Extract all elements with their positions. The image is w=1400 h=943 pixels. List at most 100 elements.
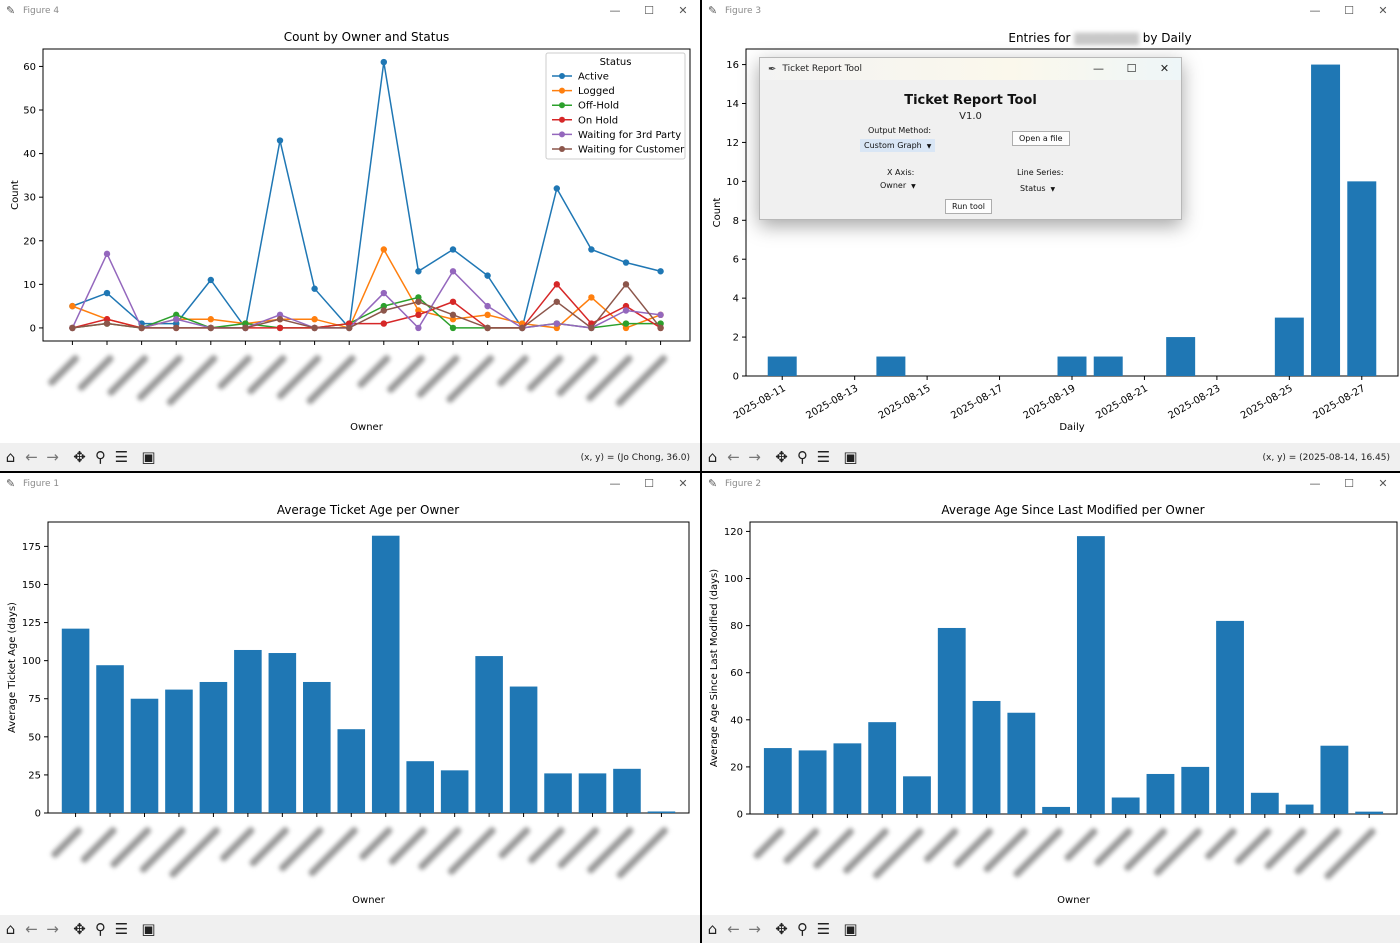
- minimize-button[interactable]: —: [1309, 477, 1321, 490]
- dialog-titlebar[interactable]: ✒ Ticket Report Tool — ☐ ✕: [760, 58, 1181, 80]
- minimize-button[interactable]: —: [1093, 62, 1104, 75]
- blurred-owner-label: [983, 828, 1028, 873]
- y-axis-label: Count: [712, 198, 723, 228]
- maximize-button[interactable]: ☐: [1126, 62, 1137, 75]
- line-chart[interactable]: Count by Owner and Status 0 10 20 30 40 50 60 Ow…: [0, 22, 700, 442]
- forward-arrow-icon[interactable]: →: [46, 920, 59, 938]
- figure-2-window: ✎ Figure 2 — ☐ ✕ Average Age Since Last …: [702, 473, 1400, 943]
- home-icon[interactable]: ⌂: [5, 448, 16, 466]
- zoom-icon[interactable]: ⚲: [95, 448, 106, 466]
- chart-title: Average Age Since Last Modified per Owne…: [941, 503, 1204, 517]
- data-point: [622, 281, 630, 288]
- legend-entry: Logged: [578, 86, 615, 97]
- navigation-toolbar: ⌂ ← → ✥ ⚲ ☰ ▣: [702, 915, 1400, 943]
- bar-chart[interactable]: Average Age Since Last Modified per Owne…: [702, 495, 1400, 915]
- blurred-owner-label: [1154, 828, 1202, 876]
- zoom-icon[interactable]: ⚲: [95, 920, 106, 938]
- chevron-down-icon: ▼: [1050, 186, 1056, 193]
- legend-title: Status: [600, 57, 632, 68]
- minimize-button[interactable]: —: [609, 4, 621, 17]
- series-line: [71, 252, 661, 330]
- chart-title: Average Ticket Age per Owner: [277, 503, 459, 517]
- run-tool-button[interactable]: Run tool: [945, 199, 993, 214]
- minimize-button[interactable]: —: [609, 477, 621, 490]
- bar: [1007, 712, 1036, 814]
- open-file-button[interactable]: Open a file: [1012, 131, 1070, 146]
- maximize-button[interactable]: ☐: [644, 477, 654, 490]
- forward-arrow-icon[interactable]: →: [748, 448, 761, 466]
- pan-icon[interactable]: ✥: [73, 920, 86, 938]
- figure-1-titlebar[interactable]: ✎ Figure 1 — ☐ ✕: [0, 473, 700, 495]
- save-icon[interactable]: ▣: [843, 920, 858, 938]
- bar: [1250, 792, 1279, 814]
- plot-canvas[interactable]: Entries for ▇▇▇▇▇▇▇ by Daily 0 2 4 6 8 10 12 14 1…: [702, 22, 1400, 442]
- home-icon[interactable]: ⌂: [707, 448, 718, 466]
- plot-canvas[interactable]: Count by Owner and Status 0 10 20 30 40 50 60 Ow…: [0, 22, 700, 442]
- forward-arrow-icon[interactable]: →: [748, 920, 761, 938]
- figure-3-titlebar[interactable]: ✎ Figure 3 — ☐ ✕: [702, 0, 1400, 22]
- blurred-owner-label: [447, 827, 496, 875]
- zoom-icon[interactable]: ⚲: [797, 448, 808, 466]
- close-button[interactable]: ✕: [678, 477, 688, 490]
- output-method-dropdown[interactable]: Custom Graph ▼: [860, 139, 936, 152]
- pan-icon[interactable]: ✥: [775, 448, 788, 466]
- blurred-owner-label: [587, 827, 634, 874]
- configure-icon[interactable]: ☰: [114, 920, 129, 938]
- home-icon[interactable]: ⌂: [707, 920, 718, 938]
- plot-canvas[interactable]: Average Age Since Last Modified per Owne…: [702, 495, 1400, 915]
- x-tick-label: 2025-08-27: [1311, 383, 1367, 422]
- close-button[interactable]: ✕: [1378, 477, 1388, 490]
- matplotlib-icon: ✎: [6, 4, 16, 17]
- forward-arrow-icon[interactable]: →: [46, 448, 59, 466]
- title-prefix: Entries for: [1008, 31, 1074, 45]
- x-tick-label: 2025-08-19: [1022, 383, 1078, 422]
- legend-marker: [559, 116, 565, 123]
- pan-icon[interactable]: ✥: [775, 920, 788, 938]
- blurred-owner-label: [48, 355, 79, 386]
- coordinate-readout: (x, y) = (Jo Chong, 36.0): [580, 453, 690, 463]
- data-point: [311, 285, 318, 292]
- data-point: [276, 137, 284, 144]
- home-icon[interactable]: ⌂: [5, 920, 16, 938]
- minimize-button[interactable]: —: [1309, 4, 1321, 17]
- figure-2-titlebar[interactable]: ✎ Figure 2 — ☐ ✕: [702, 473, 1400, 495]
- back-arrow-icon[interactable]: ←: [25, 920, 38, 938]
- maximize-button[interactable]: ☐: [1344, 4, 1354, 17]
- x-axis-dropdown[interactable]: Owner ▼: [876, 179, 920, 192]
- bar-chart[interactable]: Entries for ▇▇▇▇▇▇▇ by Daily 0 2 4 6 8 10 12 14 1…: [702, 22, 1400, 442]
- maximize-button[interactable]: ☐: [1344, 477, 1354, 490]
- blurred-owner-label: [1064, 828, 1098, 861]
- maximize-button[interactable]: ☐: [644, 4, 654, 17]
- y-tick-label: 150: [22, 580, 41, 591]
- bar: [1042, 806, 1071, 814]
- save-icon[interactable]: ▣: [843, 448, 858, 466]
- back-arrow-icon[interactable]: ←: [727, 448, 740, 466]
- bar: [1057, 356, 1087, 376]
- data-point: [553, 185, 560, 192]
- configure-icon[interactable]: ☰: [816, 448, 831, 466]
- navigation-toolbar: ⌂ ← → ✥ ⚲ ☰ ▣: [0, 915, 700, 943]
- zoom-icon[interactable]: ⚲: [797, 920, 808, 938]
- back-arrow-icon[interactable]: ←: [25, 448, 38, 466]
- configure-icon[interactable]: ☰: [114, 448, 129, 466]
- back-arrow-icon[interactable]: ←: [727, 920, 740, 938]
- configure-icon[interactable]: ☰: [816, 920, 831, 938]
- close-button[interactable]: ✕: [1378, 4, 1388, 17]
- blurred-owner-label: [526, 355, 564, 392]
- blurred-owner-label: [924, 828, 959, 863]
- close-button[interactable]: ✕: [678, 4, 688, 17]
- save-icon[interactable]: ▣: [141, 920, 156, 938]
- close-button[interactable]: ✕: [1159, 62, 1170, 75]
- pan-icon[interactable]: ✥: [73, 448, 86, 466]
- coordinate-readout: (x, y) = (2025-08-14, 16.45): [1262, 453, 1390, 463]
- plot-canvas[interactable]: Average Ticket Age per Owner 0 25 50 75 100 12…: [0, 495, 700, 915]
- bar: [1181, 766, 1210, 814]
- bar-chart[interactable]: Average Ticket Age per Owner 0 25 50 75 100 12…: [0, 495, 700, 915]
- y-tick-label: 0: [733, 372, 739, 383]
- figure-4-titlebar[interactable]: ✎ Figure 4 — ☐ ✕: [0, 0, 700, 22]
- line-series-dropdown[interactable]: Status ▼: [1016, 182, 1059, 195]
- data-point: [484, 302, 491, 310]
- save-icon[interactable]: ▣: [141, 448, 156, 466]
- data-point: [518, 324, 526, 332]
- bar: [544, 773, 572, 813]
